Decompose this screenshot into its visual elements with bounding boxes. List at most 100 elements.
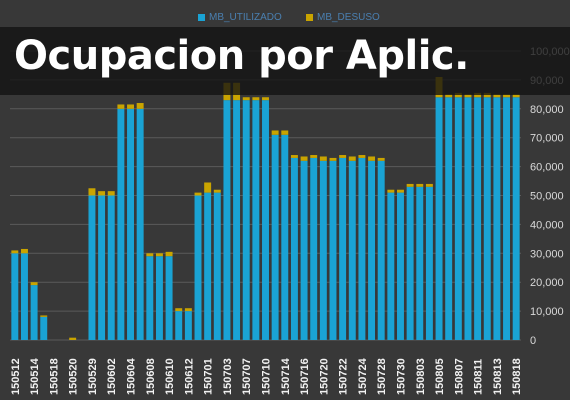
bar-utilizado	[445, 97, 453, 341]
x-axis-ticks: 150512 150514 150518 150520 150529 150602 1506…	[10, 357, 523, 395]
bar-desuso	[40, 315, 48, 317]
bar-utilizado	[184, 311, 192, 340]
bar-desuso	[175, 308, 183, 312]
x-tick-label: 150529	[87, 358, 99, 395]
bar-utilizado	[377, 160, 385, 340]
bar-desuso	[474, 92, 482, 98]
y-tick-label: 80,000	[530, 104, 564, 116]
bar-desuso	[146, 253, 154, 257]
x-tick-label: 150701	[203, 358, 215, 395]
bar-desuso	[165, 251, 173, 257]
bar-series	[11, 77, 520, 341]
bar-utilizado	[300, 160, 308, 340]
bar-utilizado	[425, 186, 433, 340]
bar-desuso	[348, 156, 356, 161]
x-tick-label: 150703	[222, 358, 234, 395]
x-tick-label: 150818	[511, 358, 523, 395]
bar-utilizado	[194, 195, 202, 340]
bar-utilizado	[107, 195, 115, 340]
bar-desuso	[425, 183, 433, 187]
bar-utilizado	[435, 97, 443, 341]
bar-utilizado	[483, 97, 491, 341]
bar-utilizado	[117, 108, 125, 340]
bar-desuso	[184, 308, 192, 312]
bar-utilizado	[290, 157, 298, 340]
bar-utilizado	[387, 192, 395, 340]
legend-swatch-utilizado	[198, 13, 205, 21]
bar-utilizado	[310, 157, 318, 340]
bar-utilizado	[11, 253, 19, 340]
x-tick-label: 150722	[338, 358, 350, 395]
bar-desuso	[290, 155, 298, 158]
bar-utilizado	[493, 97, 501, 341]
bar-utilizado	[271, 134, 279, 340]
bar-desuso	[329, 157, 337, 161]
bar-desuso	[512, 94, 520, 98]
bar-utilizado	[155, 256, 163, 340]
x-tick-label: 150813	[492, 358, 504, 395]
bar-desuso	[406, 183, 414, 187]
bar-utilizado	[233, 100, 241, 340]
bar-desuso	[98, 191, 106, 196]
bar-utilizado	[397, 192, 404, 340]
bar-desuso	[377, 157, 385, 161]
legend-label-utilizado: MB_UTILIZADO	[209, 11, 282, 23]
bar-utilizado	[242, 100, 250, 340]
bar-utilizado	[281, 134, 289, 340]
x-tick-label: 150811	[473, 359, 485, 395]
x-tick-label: 150805	[434, 358, 446, 395]
bar-desuso	[310, 155, 318, 158]
bar-utilizado	[30, 285, 38, 340]
bar-utilizado	[416, 186, 424, 340]
bar-desuso	[252, 97, 260, 101]
bar-utilizado	[503, 97, 511, 341]
bar-utilizado	[454, 97, 462, 341]
bar-utilizado	[348, 160, 356, 340]
y-tick-label: 0	[530, 335, 536, 347]
bar-desuso	[194, 192, 202, 196]
bar-desuso	[368, 156, 376, 161]
bar-desuso	[271, 130, 279, 135]
bar-desuso	[136, 103, 144, 109]
x-tick-label: 150728	[376, 358, 388, 395]
bar-utilizado	[474, 97, 482, 341]
bar-desuso	[339, 155, 347, 158]
x-tick-label: 150604	[126, 357, 138, 395]
bar-desuso	[493, 94, 501, 98]
bar-desuso	[483, 92, 491, 98]
x-tick-label: 150602	[106, 358, 118, 395]
bar-utilizado	[88, 195, 96, 340]
x-tick-label: 150608	[145, 358, 157, 395]
bar-desuso	[204, 182, 212, 193]
x-tick-label: 150720	[318, 358, 330, 395]
bar-desuso	[503, 94, 511, 98]
bar-desuso	[358, 155, 366, 158]
bar-desuso	[262, 97, 269, 101]
bar-desuso	[213, 189, 221, 193]
x-tick-label: 150612	[183, 358, 195, 395]
bar-desuso	[464, 94, 472, 98]
bar-utilizado	[252, 100, 260, 340]
y-tick-label: 40,000	[530, 219, 564, 231]
bar-desuso	[445, 94, 453, 98]
bar-desuso	[20, 248, 28, 254]
y-tick-label: 10,000	[530, 306, 564, 318]
bar-utilizado	[40, 316, 48, 340]
bar-utilizado	[262, 100, 269, 340]
title-banner	[0, 27, 570, 95]
bar-desuso	[69, 337, 77, 340]
x-tick-label: 150807	[453, 358, 465, 395]
x-tick-label: 150716	[299, 358, 311, 395]
bar-desuso	[155, 253, 163, 257]
bar-desuso	[387, 189, 395, 193]
bar-desuso	[300, 156, 308, 161]
bar-utilizado	[329, 160, 337, 340]
x-tick-label: 150710	[261, 358, 273, 395]
bar-desuso	[127, 104, 134, 109]
bar-desuso	[11, 250, 19, 254]
bar-utilizado	[358, 157, 366, 340]
bar-desuso	[319, 156, 327, 161]
bar-utilizado	[339, 157, 347, 340]
